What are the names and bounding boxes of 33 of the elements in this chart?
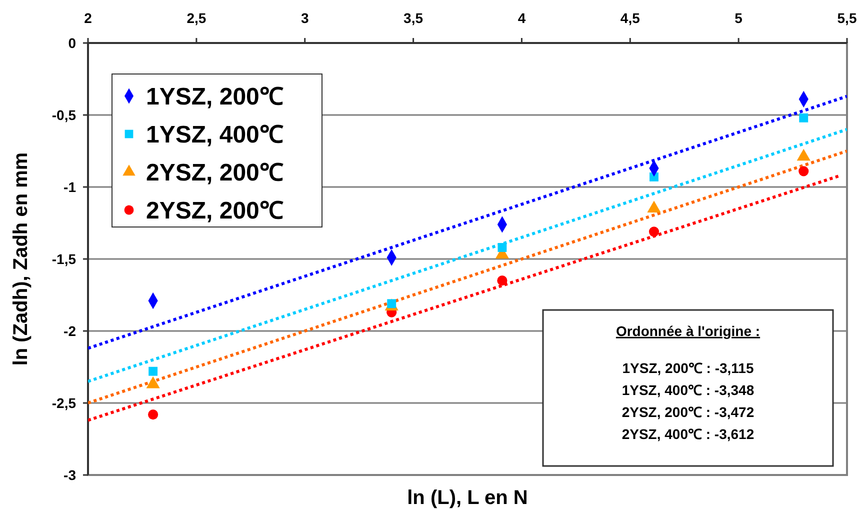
annotation: Ordonnée à l'origine : xyxy=(616,322,760,339)
y-tick-label: -1,5 xyxy=(52,250,76,267)
x-tick-label: 3,5 xyxy=(404,10,424,26)
x-tick-label: 3 xyxy=(300,10,309,26)
x-tick-label: 4 xyxy=(518,10,526,26)
y-tick-label: 0 xyxy=(68,34,76,51)
legend-label: 1YSZ, 200℃ xyxy=(146,83,284,110)
legend-label: 1YSZ, 400℃ xyxy=(146,121,284,148)
point xyxy=(148,366,158,376)
point xyxy=(648,226,660,237)
point xyxy=(799,113,808,122)
legend-label: 2YSZ, 200℃ xyxy=(146,159,284,186)
x-tick-label: 2 xyxy=(84,10,92,26)
x-tick-label: 5,5 xyxy=(837,10,857,26)
y-tick-label: -3 xyxy=(64,466,76,483)
legend-label: 2YSZ, 200℃ xyxy=(146,197,284,224)
point xyxy=(148,409,158,420)
point xyxy=(798,166,809,176)
annotation: 1YSZ, 200℃ : -3,115 xyxy=(622,360,754,376)
point xyxy=(497,276,508,286)
y-tick-label: -1 xyxy=(64,178,76,195)
x-tick-label: 2,5 xyxy=(186,10,206,26)
y-tick-label: -2 xyxy=(64,322,76,339)
y-tick-label: -2,5 xyxy=(52,394,76,411)
annotation: 1YSZ, 400℃ : -3,348 xyxy=(622,382,754,398)
x-tick-label: 4,5 xyxy=(620,10,640,26)
point xyxy=(498,243,507,252)
y-axis-title: ln (Zadh), Zadh en mm xyxy=(10,152,32,366)
x-axis-title: ln (L), L en N xyxy=(407,487,528,509)
x-tick-label: 5 xyxy=(734,10,743,26)
y-tick-label: -0,5 xyxy=(52,106,76,123)
annotation: 2YSZ, 400℃ : -3,612 xyxy=(622,426,754,442)
annotation: 2YSZ, 200℃ : -3,472 xyxy=(622,404,754,420)
